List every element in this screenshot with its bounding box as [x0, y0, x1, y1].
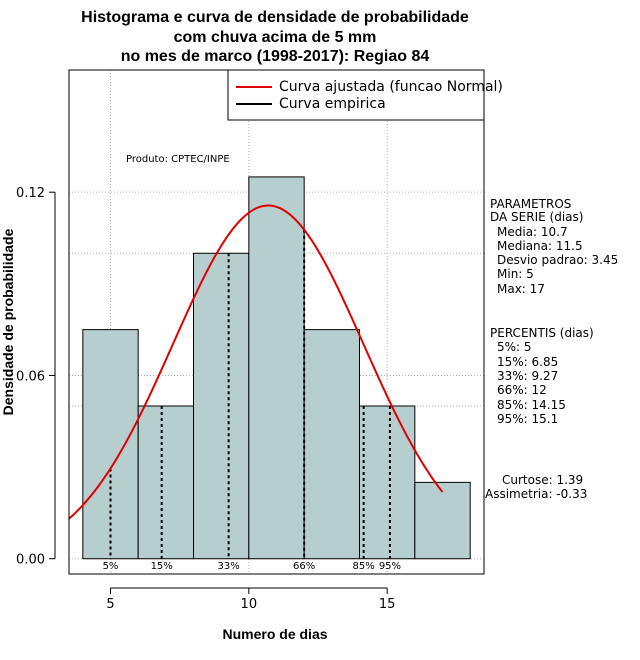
axes-layer: 0.00 0.06 0.12 5 10 15	[16, 186, 395, 612]
percentis-15: 15%: 6.85	[497, 355, 558, 369]
parametros-desvio: Desvio padrao: 3.45	[497, 253, 618, 267]
chart-title-line-1: Histograma e curva de densidade de proba…	[81, 9, 469, 26]
percentis-85: 85%: 14.15	[497, 398, 566, 412]
parametros-title-2: DA SERIE (dias)	[490, 210, 583, 224]
histogram-bar-2	[193, 252, 250, 560]
normal-curve	[68, 204, 444, 520]
percentis-title: PERCENTIS (dias)	[490, 326, 594, 340]
percentile-label-0: 5%	[103, 561, 119, 572]
chart-title-line-3: no mes de marco (1998-2017): Regiao 84	[121, 48, 430, 65]
parametros-max: Max: 17	[497, 282, 545, 296]
legend-label-empirical: Curva empirica	[279, 96, 386, 112]
y-tick-label-1: 0.06	[16, 369, 45, 384]
legend-label-normal: Curva ajustada (funcao Normal)	[279, 79, 503, 95]
percentile-label-1: 15%	[151, 561, 173, 572]
histogram-bar-3	[248, 176, 305, 560]
y-tick-label-2: 0.12	[16, 186, 45, 201]
percentile-label-3: 66%	[293, 561, 315, 572]
normal-curve-layer	[68, 204, 444, 520]
bars-layer	[82, 176, 471, 560]
assimetria-text: Assimetria: -0.33	[485, 487, 587, 501]
percentile-label-5: 95%	[379, 561, 401, 572]
percentile-lines-layer: 5% 15% 33% 66% 85% 95%	[103, 229, 401, 572]
x-tick-label-1: 10	[241, 597, 258, 612]
x-axis-label: Numero de dias	[222, 626, 327, 642]
histogram-bar-1	[137, 405, 195, 560]
histogram-bar-4	[303, 329, 360, 560]
legend-box	[227, 69, 485, 121]
parametros-media: Media: 10.7	[497, 225, 568, 239]
y-axis-label: Densidade de probabilidade	[0, 228, 16, 415]
histogram-bar-6	[414, 481, 471, 560]
x-tick-label-0: 5	[106, 597, 114, 612]
percentile-label-2: 33%	[218, 561, 240, 572]
curtose-text: Curtose: 1.39	[502, 473, 583, 487]
chart-title-line-2: com chuva acima de 5 mm	[174, 29, 377, 46]
parametros-title-1: PARAMETROS	[490, 197, 571, 211]
percentis-95: 95%: 15.1	[497, 412, 558, 426]
histogram-bar-5	[359, 405, 416, 560]
x-tick-label-2: 15	[379, 597, 396, 612]
percentis-5: 5%: 5	[497, 340, 532, 354]
percentis-33: 33%: 9.27	[497, 369, 558, 383]
parametros-min: Min: 5	[497, 267, 534, 281]
product-label: Produto: CPTEC/INPE	[126, 154, 230, 165]
parametros-mediana: Mediana: 11.5	[497, 239, 583, 253]
y-tick-label-0: 0.00	[16, 553, 45, 568]
histogram-bar-0	[82, 329, 139, 560]
percentis-66: 66%: 12	[497, 383, 547, 397]
percentile-label-4: 85%	[353, 561, 375, 572]
